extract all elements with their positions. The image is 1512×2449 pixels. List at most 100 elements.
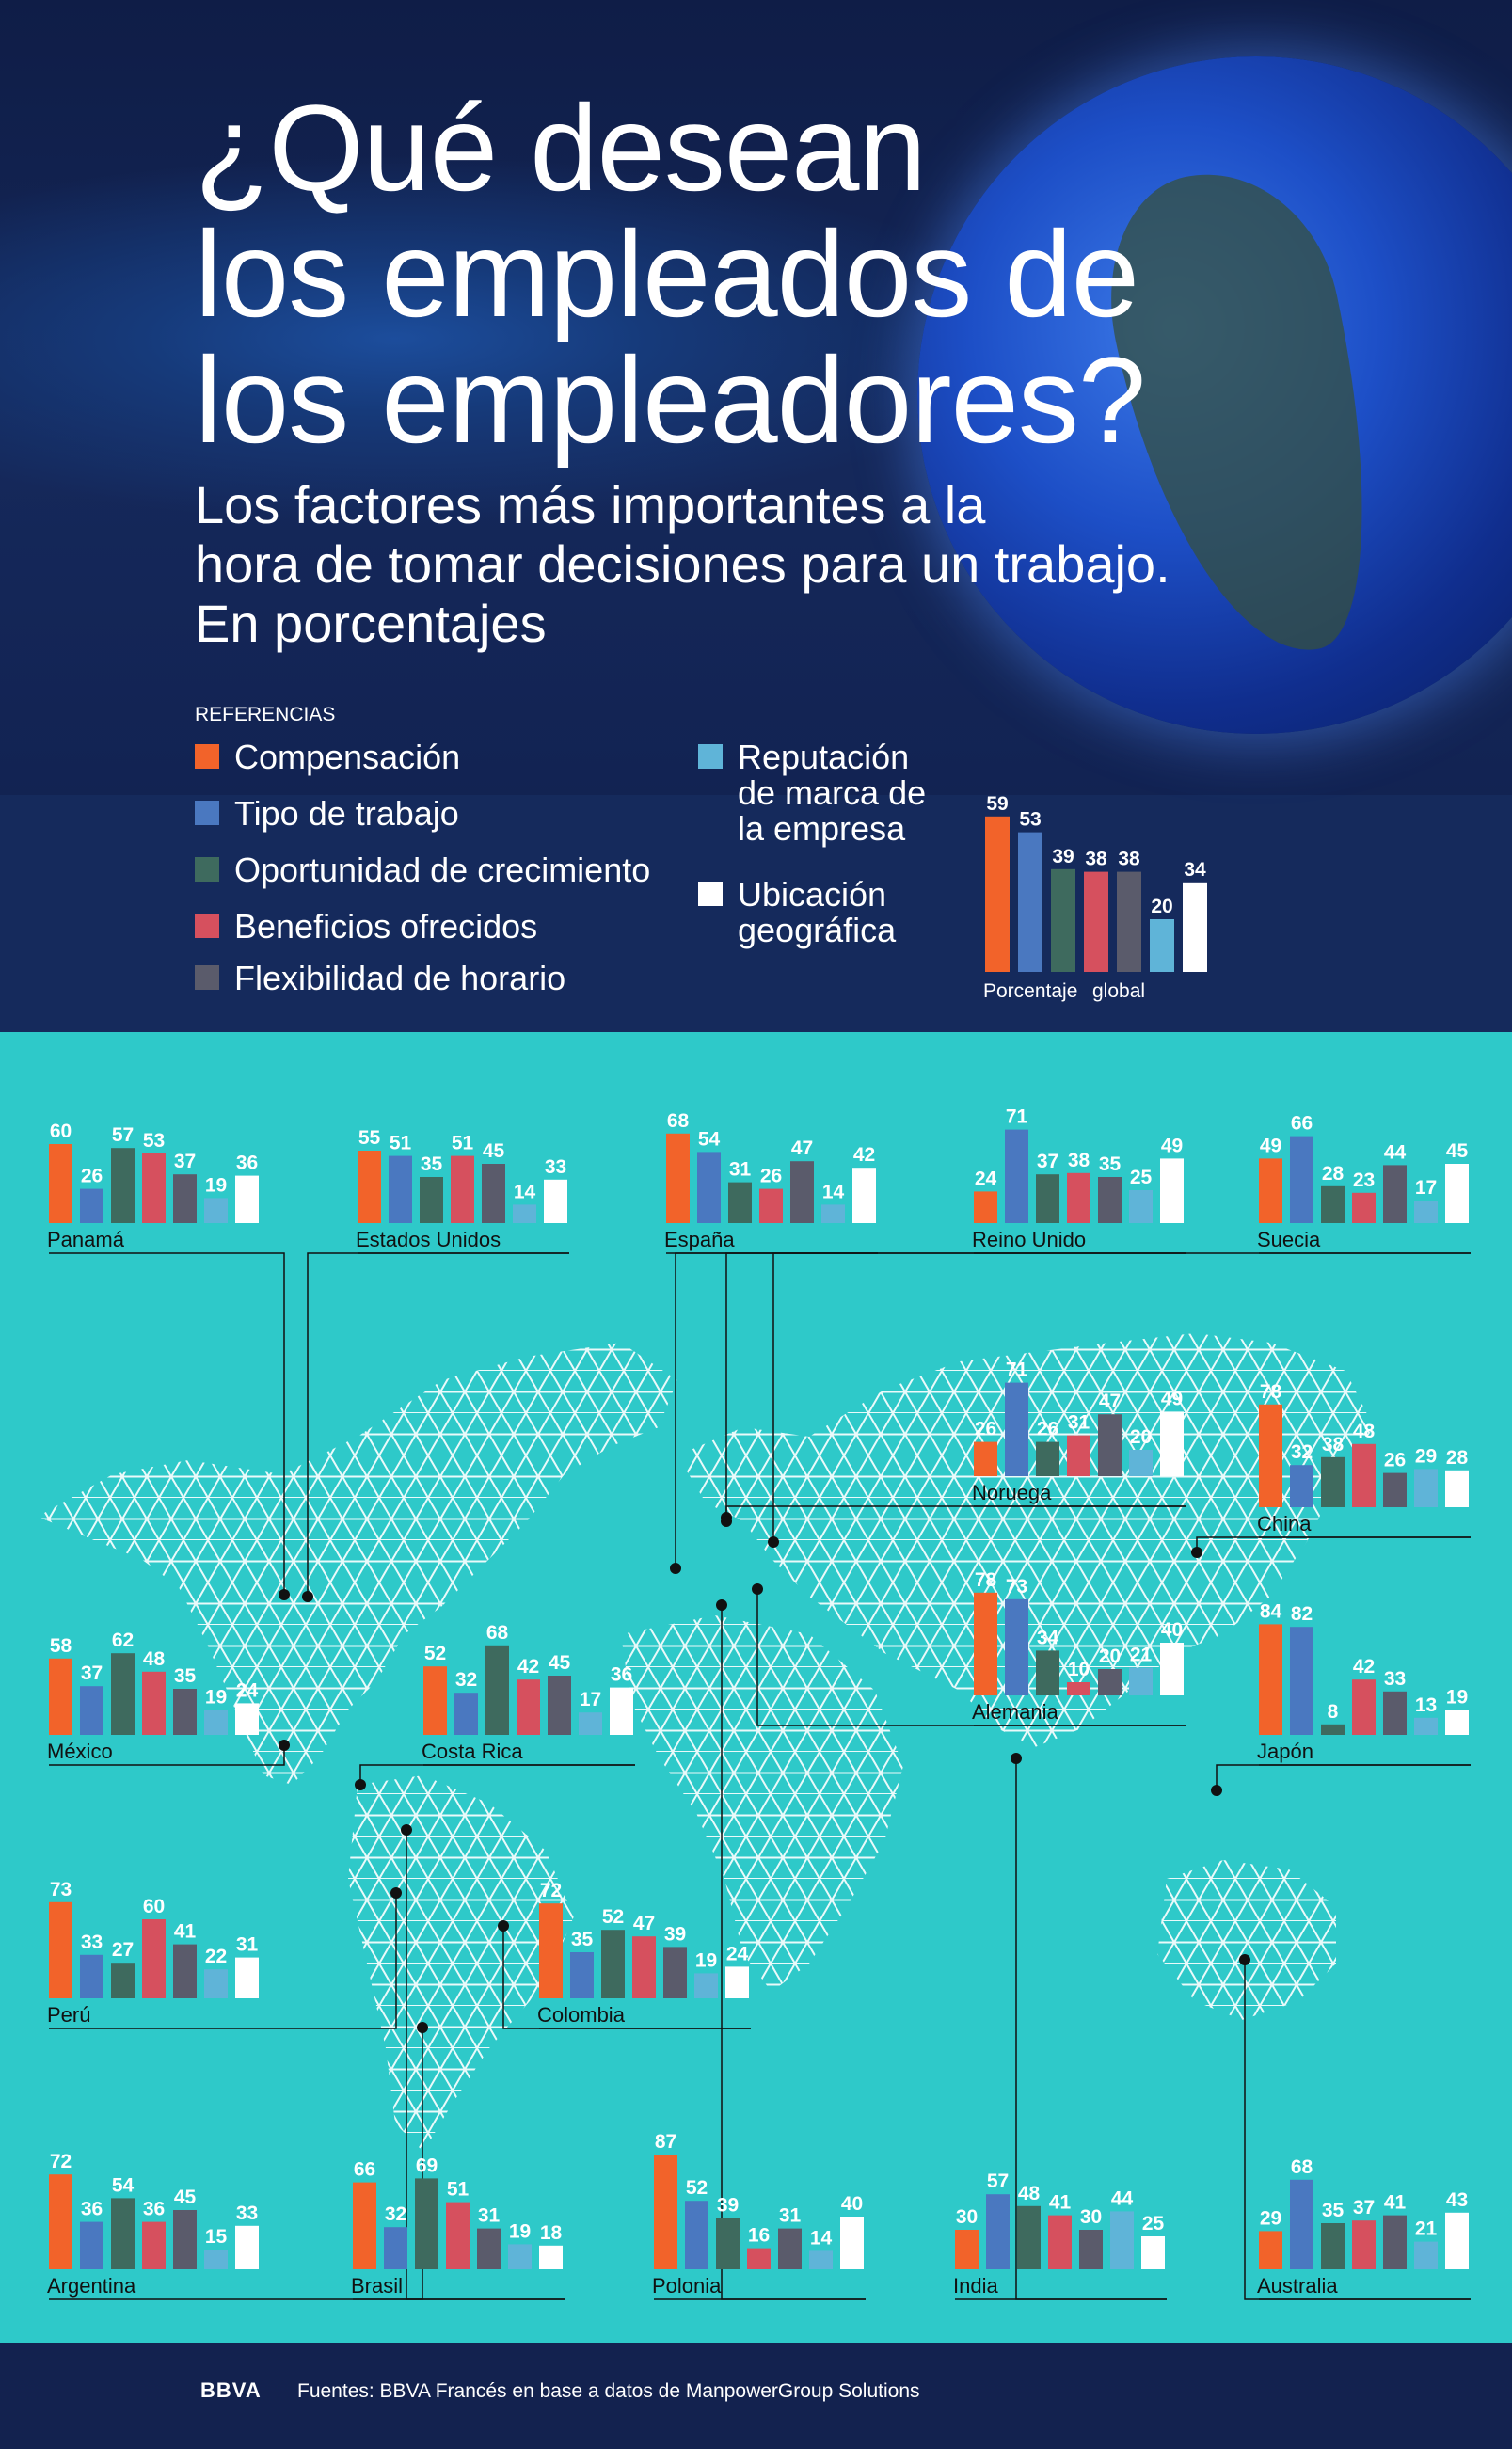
bar-value-label: 24 bbox=[726, 1943, 749, 1964]
bar-espa-a-0 bbox=[666, 1133, 690, 1223]
bar-value-label: 45 bbox=[549, 1652, 571, 1674]
bar-m-xico-2 bbox=[111, 1653, 135, 1735]
country-label-india: India bbox=[953, 2274, 998, 2298]
bar-value-label: 32 bbox=[1291, 1441, 1313, 1463]
country-label-per-: Perú bbox=[47, 2003, 90, 2027]
bar-value-label: 53 bbox=[143, 1130, 165, 1152]
bar-value-label: 48 bbox=[1353, 1421, 1376, 1442]
bar-value-label: 25 bbox=[1142, 2213, 1165, 2234]
bar-value-label: 39 bbox=[1052, 846, 1074, 867]
bar-value-label: 49 bbox=[1161, 1135, 1183, 1156]
bar-value-label: 21 bbox=[1415, 2218, 1438, 2240]
bar-china-3 bbox=[1352, 1443, 1376, 1507]
country-label-australia: Australia bbox=[1257, 2274, 1338, 2298]
bar-value-label: 31 bbox=[729, 1159, 752, 1181]
bar-value-label: 45 bbox=[174, 2187, 197, 2208]
bar-reino-unido-1 bbox=[1005, 1129, 1028, 1223]
bar-value-label: 22 bbox=[205, 1946, 227, 1967]
bar-value-label: 42 bbox=[1353, 1656, 1375, 1678]
global-chart-label: global bbox=[1092, 980, 1145, 1002]
bar-polonia-3 bbox=[747, 2248, 771, 2269]
bar-value-label: 78 bbox=[975, 1569, 997, 1591]
bar-value-label: 37 bbox=[81, 1662, 103, 1684]
bar-china-4 bbox=[1383, 1472, 1407, 1507]
bar-argentina-6 bbox=[235, 2225, 259, 2269]
bar-m-xico-3 bbox=[142, 1671, 166, 1735]
bar-china-5 bbox=[1414, 1469, 1438, 1507]
bar-value-label: 31 bbox=[236, 1934, 259, 1956]
bar-value-label: 26 bbox=[760, 1166, 782, 1187]
bar-jap-n-0 bbox=[1259, 1624, 1282, 1735]
bar-panam--2 bbox=[111, 1148, 135, 1223]
bar-alemania-1 bbox=[1005, 1598, 1028, 1695]
location-dot bbox=[721, 1516, 732, 1527]
bar-colombia-2 bbox=[601, 1930, 625, 1998]
bar-value-label: 30 bbox=[956, 2206, 978, 2228]
bar-value-label: 84 bbox=[1260, 1600, 1282, 1622]
bar-value-label: 51 bbox=[390, 1133, 412, 1154]
bar-value-label: 68 bbox=[486, 1622, 509, 1644]
bar-value-label: 20 bbox=[1099, 1646, 1121, 1667]
bar-argentina-1 bbox=[80, 2221, 103, 2269]
bar-value-label: 40 bbox=[1161, 1619, 1183, 1641]
bar-value-label: 21 bbox=[1130, 1645, 1153, 1666]
legend-swatch bbox=[698, 744, 723, 769]
bar-australia-3 bbox=[1352, 2220, 1376, 2269]
bar-espa-a-3 bbox=[759, 1188, 783, 1223]
bar-estados-unidos-2 bbox=[420, 1177, 443, 1223]
bar-value-label: 27 bbox=[112, 1939, 134, 1961]
bar-value-label: 66 bbox=[1291, 1113, 1313, 1135]
bar-value-label: 42 bbox=[853, 1144, 875, 1166]
legend-swatch bbox=[195, 857, 219, 882]
bar-value-label: 82 bbox=[1291, 1603, 1313, 1625]
bar-value-label: 26 bbox=[1037, 1419, 1058, 1440]
bar-value-label: 34 bbox=[1184, 859, 1206, 881]
location-dot bbox=[417, 2022, 428, 2033]
bar-value-label: 18 bbox=[540, 2222, 563, 2244]
bar-polonia-2 bbox=[716, 2218, 740, 2269]
leader-line bbox=[307, 1252, 569, 1597]
source-note: Fuentes: BBVA Francés en base a datos de… bbox=[297, 2380, 920, 2402]
bar-china-0 bbox=[1259, 1404, 1282, 1507]
bar-value-label: 48 bbox=[1018, 2183, 1041, 2204]
bar-value-label: 16 bbox=[748, 2225, 770, 2247]
bar-value-label: 51 bbox=[452, 1133, 474, 1154]
bar-costa-rica-2 bbox=[485, 1645, 509, 1735]
bar-australia-2 bbox=[1321, 2223, 1345, 2269]
bar-m-xico-0 bbox=[49, 1658, 72, 1735]
bar-value-label: 78 bbox=[1260, 1381, 1282, 1403]
bar-value-label: 37 bbox=[174, 1151, 196, 1172]
bar-value-label: 13 bbox=[1415, 1694, 1437, 1716]
bar-value-label: 19 bbox=[1446, 1686, 1468, 1708]
bar-panam--3 bbox=[142, 1153, 166, 1223]
bar-value-label: 52 bbox=[602, 1906, 624, 1928]
bar-value-label: 33 bbox=[1384, 1668, 1406, 1690]
bar-value-label: 36 bbox=[236, 1153, 258, 1174]
bar-polonia-0 bbox=[654, 2155, 677, 2269]
bar-panam--0 bbox=[49, 1144, 72, 1223]
bar-noruega-6 bbox=[1160, 1411, 1184, 1476]
bar-argentina-3 bbox=[142, 2221, 166, 2269]
country-label-colombia: Colombia bbox=[537, 2003, 626, 2027]
bar-value-label: 72 bbox=[540, 1880, 562, 1901]
bar-m-xico-4 bbox=[173, 1689, 197, 1735]
legend-label: Compensación bbox=[234, 738, 461, 776]
bar-costa-rica-6 bbox=[610, 1687, 633, 1735]
location-dot bbox=[498, 1920, 509, 1932]
bar-india-0 bbox=[955, 2230, 979, 2269]
bar-value-label: 54 bbox=[698, 1128, 721, 1150]
bar-value-label: 42 bbox=[517, 1656, 539, 1678]
subtitle-line: En porcentajes bbox=[195, 594, 547, 653]
bar-value-label: 49 bbox=[1161, 1388, 1183, 1409]
bar-espa-a-1 bbox=[697, 1152, 721, 1223]
bar-argentina-5 bbox=[204, 2250, 228, 2269]
leader-line bbox=[721, 1605, 866, 2300]
bar-global-1 bbox=[1018, 832, 1042, 972]
bar-australia-4 bbox=[1383, 2215, 1407, 2269]
bar-panam--1 bbox=[80, 1188, 103, 1223]
bar-value-label: 31 bbox=[1068, 1412, 1090, 1434]
bar-value-label: 37 bbox=[1037, 1151, 1058, 1172]
bar-value-label: 14 bbox=[822, 1181, 845, 1202]
legend-band bbox=[0, 795, 1512, 1032]
bar-value-label: 19 bbox=[205, 1686, 227, 1708]
